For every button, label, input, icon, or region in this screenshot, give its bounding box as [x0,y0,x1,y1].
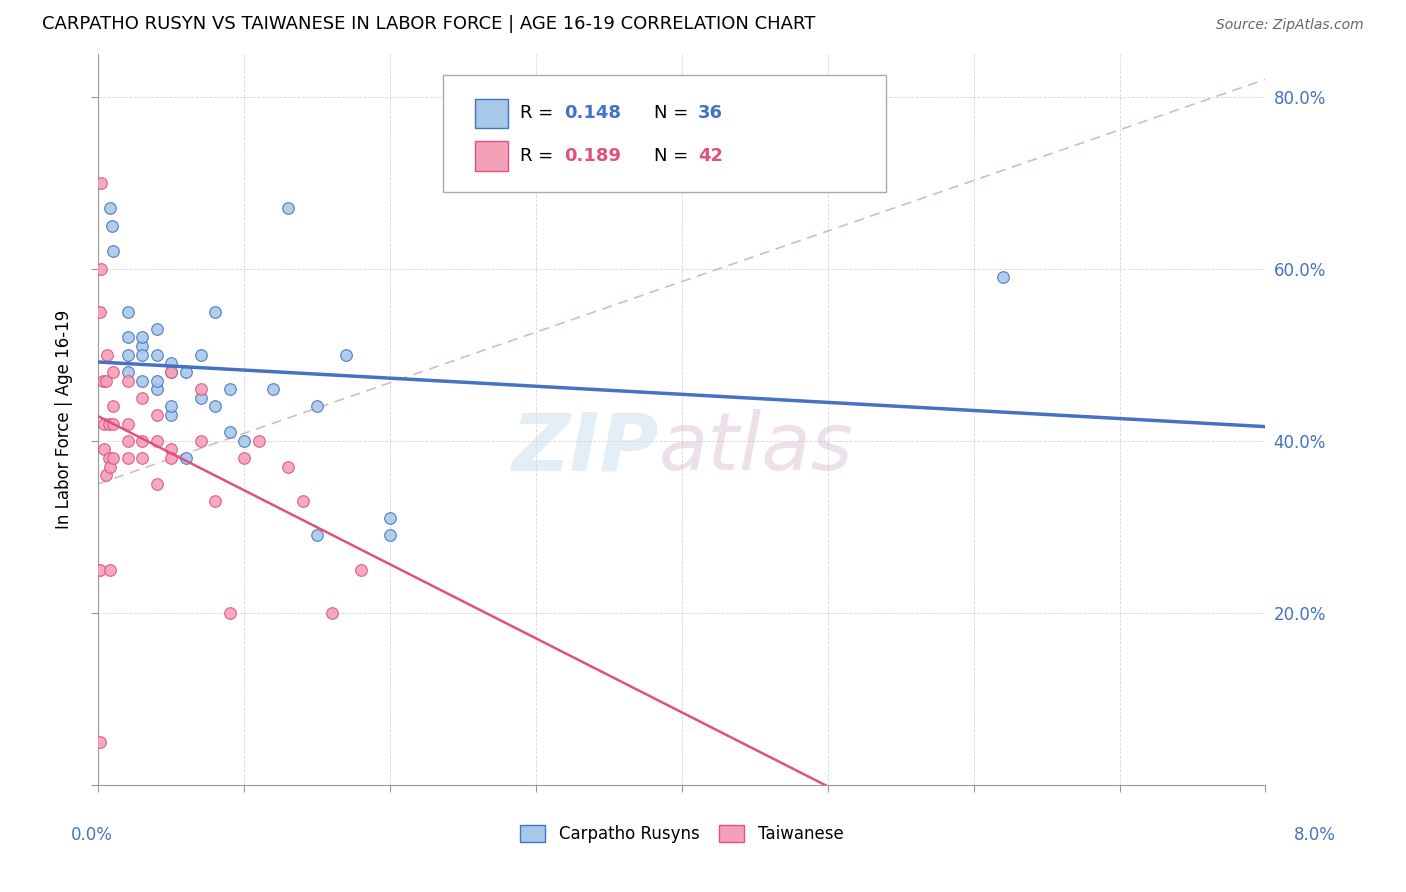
Point [321,606,343,620]
Point [131,434,153,448]
Text: 36: 36 [699,104,723,122]
Text: N =: N = [654,147,695,165]
Point [117,330,139,344]
Point [131,450,153,465]
Point [380,511,402,525]
Text: Source: ZipAtlas.com: Source: ZipAtlas.com [1216,18,1364,31]
Point [101,417,124,431]
Point [190,391,212,405]
Point [190,434,212,448]
Point [93,442,115,457]
Text: 8.0%: 8.0% [1294,826,1336,844]
Point [277,459,299,474]
Point [117,434,139,448]
Point [101,244,124,259]
Point [100,219,122,233]
Point [101,400,124,414]
Point [94,468,117,483]
Point [190,382,212,396]
Point [94,374,117,388]
Point [350,563,373,577]
Text: R =: R = [520,147,558,165]
Point [117,374,139,388]
FancyBboxPatch shape [443,76,886,193]
Point [117,304,139,318]
Text: ZIP: ZIP [512,409,658,488]
Text: CARPATHO RUSYN VS TAIWANESE IN LABOR FORCE | AGE 16-19 CORRELATION CHART: CARPATHO RUSYN VS TAIWANESE IN LABOR FOR… [42,14,815,32]
Point [233,450,256,465]
Point [101,365,124,379]
Point [90,176,112,190]
Point [204,494,226,508]
Point [97,417,120,431]
Point [146,434,169,448]
Point [160,400,183,414]
Point [146,382,169,396]
Point [101,450,124,465]
Point [146,348,169,362]
Point [174,365,197,379]
Point [204,400,226,414]
Point [90,261,112,276]
Text: N =: N = [654,104,695,122]
Point [146,408,169,422]
Point [160,442,183,457]
Point [98,563,121,577]
Point [89,563,111,577]
Point [117,450,139,465]
Point [247,434,270,448]
Point [117,365,139,379]
Point [117,348,139,362]
Point [91,374,114,388]
Point [93,417,115,431]
Text: 42: 42 [699,147,723,165]
Point [96,348,118,362]
Point [131,330,153,344]
Text: 0.189: 0.189 [564,147,621,165]
Point [307,400,329,414]
Point [98,202,121,216]
Point [98,459,121,474]
Point [160,450,183,465]
Point [204,304,226,318]
Point [335,348,357,362]
Text: R =: R = [520,104,558,122]
Legend: Carpatho Rusyns, Taiwanese: Carpatho Rusyns, Taiwanese [513,818,851,850]
Point [218,425,240,439]
Point [233,434,256,448]
Point [307,528,329,542]
Point [89,735,111,749]
FancyBboxPatch shape [475,99,508,128]
Point [89,304,111,318]
Point [262,382,284,396]
Point [146,476,169,491]
FancyBboxPatch shape [475,141,508,170]
Point [160,408,183,422]
Point [380,528,402,542]
Point [291,494,314,508]
Point [146,322,169,336]
Point [174,450,197,465]
Point [131,348,153,362]
Point [277,202,299,216]
Text: atlas: atlas [658,409,853,488]
Point [131,374,153,388]
Text: 0.148: 0.148 [564,104,621,122]
Point [160,356,183,370]
Text: 0.0%: 0.0% [70,826,112,844]
Point [190,348,212,362]
Point [991,270,1014,285]
Point [131,339,153,353]
Point [160,365,183,379]
Point [218,382,240,396]
Point [131,391,153,405]
Point [218,606,240,620]
Point [160,365,183,379]
Y-axis label: In Labor Force | Age 16-19: In Labor Force | Age 16-19 [55,310,73,529]
Point [97,450,120,465]
Point [117,417,139,431]
Point [146,374,169,388]
